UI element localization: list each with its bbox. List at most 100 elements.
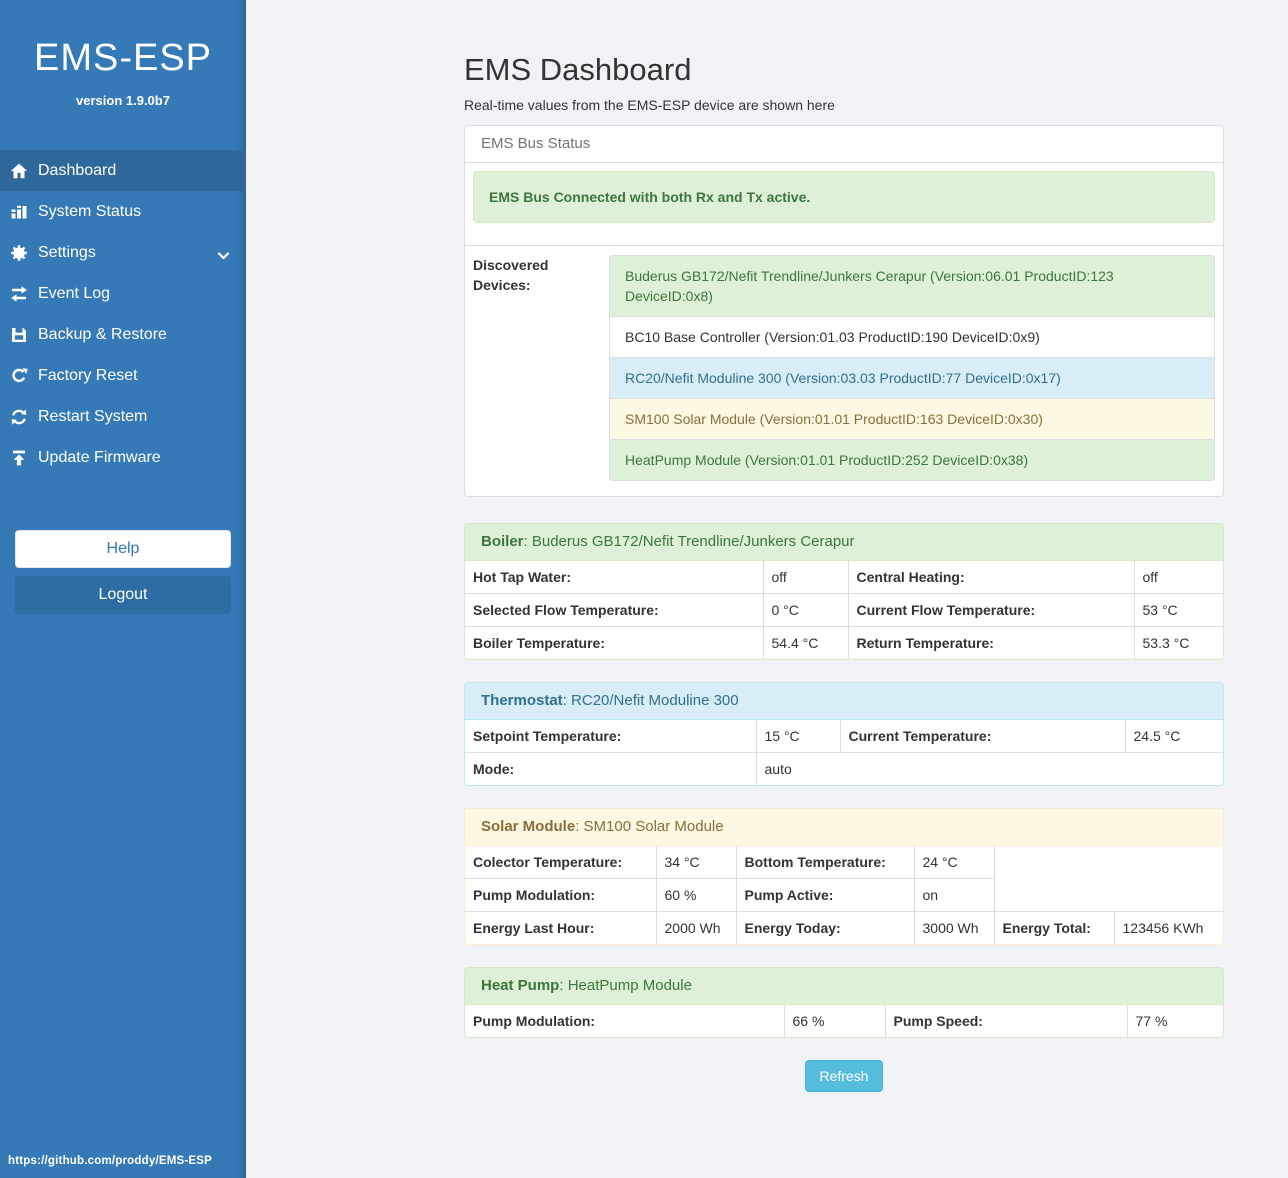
field-value: 60 % — [655, 878, 737, 912]
page-title: EMS Dashboard — [464, 52, 692, 87]
home-icon — [9, 162, 29, 180]
sidebar-item-backup-restore[interactable]: Backup & Restore — [0, 314, 246, 355]
empty-cell — [994, 879, 1223, 912]
brand: EMS-ESP version 1.9.0b7 — [0, 0, 246, 108]
boiler-heading-name: Boiler — [481, 533, 524, 550]
field-label: Energy Total: — [993, 911, 1115, 945]
field-value: 123456 KWh — [1113, 911, 1224, 945]
solar-heading-name: Solar Module — [481, 818, 576, 835]
logout-button[interactable]: Logout — [15, 576, 231, 614]
field-label: Pump Modulation: — [464, 1004, 785, 1038]
chevron-down-icon — [217, 248, 230, 259]
field-label: Energy Last Hour: — [464, 911, 657, 945]
field-label: Boiler Temperature: — [464, 626, 764, 660]
solar-heading: Solar Module: SM100 Solar Module — [465, 809, 1223, 846]
field-value: off — [762, 560, 849, 594]
field-value: 0 °C — [762, 593, 849, 627]
nav-label-system-status: System Status — [38, 202, 142, 220]
bus-status-alert: EMS Bus Connected with both Rx and Tx ac… — [473, 171, 1215, 223]
redo-icon — [9, 367, 29, 385]
field-label: Current Temperature: — [839, 719, 1126, 753]
refresh-row: Refresh — [464, 1060, 1224, 1092]
nav-label-restart-system: Restart System — [38, 407, 148, 425]
field-value: 66 % — [783, 1004, 886, 1038]
heat-pump-heading-name: Heat Pump — [481, 977, 560, 994]
sidebar-item-settings[interactable]: Settings — [0, 232, 246, 273]
app-title: EMS-ESP — [33, 37, 213, 79]
field-label: Pump Speed: — [884, 1004, 1128, 1038]
field-label: Current Flow Temperature: — [847, 593, 1135, 627]
field-value: 15 °C — [755, 719, 841, 753]
field-label: Bottom Temperature: — [735, 845, 915, 879]
boiler-heading: Boiler: Buderus GB172/Nefit Trendline/Ju… — [465, 524, 1223, 561]
field-value: off — [1133, 560, 1224, 594]
device-item-solar: SM100 Solar Module (Version:01.01 Produc… — [609, 398, 1215, 440]
field-label: Mode: — [464, 752, 757, 786]
thermostat-table: Setpoint Temperature: 15 °C Current Temp… — [464, 719, 1224, 786]
sidebar-buttons: Help Logout — [15, 530, 231, 614]
device-item-heatpump: HeatPump Module (Version:01.01 ProductID… — [609, 439, 1215, 481]
sidebar-item-update-firmware[interactable]: Update Firmware — [0, 437, 246, 478]
field-value: 53.3 °C — [1133, 626, 1224, 660]
upload-icon — [9, 449, 29, 467]
field-value: 34 °C — [655, 845, 737, 879]
sidebar-item-restart-system[interactable]: Restart System — [0, 396, 246, 437]
field-value: 2000 Wh — [655, 911, 737, 945]
discovered-devices-label: Discovered Devices: — [465, 245, 609, 496]
heat-pump-heading: Heat Pump: HeatPump Module — [465, 968, 1223, 1005]
device-item-thermostat: RC20/Nefit Moduline 300 (Version:03.03 P… — [609, 357, 1215, 399]
sidebar: EMS-ESP version 1.9.0b7 Dashboard System… — [0, 0, 246, 1178]
field-value: auto — [755, 752, 1224, 786]
field-value: 54.4 °C — [762, 626, 849, 660]
thermostat-panel: Thermostat: RC20/Nefit Moduline 300 Setp… — [464, 682, 1224, 786]
gear-icon — [9, 244, 29, 262]
solar-module-panel: Solar Module: SM100 Solar Module Colecto… — [464, 808, 1224, 945]
nav-label-backup-restore: Backup & Restore — [38, 325, 167, 343]
device-item-controller: BC10 Base Controller (Version:01.03 Prod… — [609, 316, 1215, 358]
field-label: Setpoint Temperature: — [464, 719, 757, 753]
sidebar-item-factory-reset[interactable]: Factory Reset — [0, 355, 246, 396]
thermostat-heading-device: : RC20/Nefit Moduline 300 — [562, 692, 739, 709]
field-value: 77 % — [1126, 1004, 1224, 1038]
chart-icon — [9, 203, 29, 221]
exchange-icon — [9, 285, 29, 303]
boiler-panel: Boiler: Buderus GB172/Nefit Trendline/Ju… — [464, 523, 1224, 660]
app-version: version 1.9.0b7 — [76, 93, 170, 108]
field-label: Pump Active: — [735, 878, 915, 912]
empty-cell — [994, 846, 1223, 879]
field-value: on — [913, 878, 995, 912]
field-value: 53 °C — [1133, 593, 1224, 627]
thermostat-heading: Thermostat: RC20/Nefit Moduline 300 — [465, 683, 1223, 720]
heat-pump-panel: Heat Pump: HeatPump Module Pump Modulati… — [464, 967, 1224, 1038]
field-label: Hot Tap Water: — [464, 560, 764, 594]
nav-label-factory-reset: Factory Reset — [38, 366, 138, 384]
field-value: 24 °C — [913, 845, 995, 879]
field-label: Selected Flow Temperature: — [464, 593, 764, 627]
nav-label-settings: Settings — [38, 243, 96, 261]
boiler-heading-device: : Buderus GB172/Nefit Trendline/Junkers … — [523, 533, 855, 550]
nav-label-event-log: Event Log — [38, 284, 111, 302]
nav-label-update-firmware: Update Firmware — [38, 448, 161, 466]
field-label: Return Temperature: — [847, 626, 1135, 660]
device-list: Buderus GB172/Nefit Trendline/Junkers Ce… — [609, 255, 1215, 481]
ems-bus-status-body: EMS Bus Connected with both Rx and Tx ac… — [465, 163, 1223, 245]
field-value: 24.5 °C — [1124, 719, 1224, 753]
field-label: Pump Modulation: — [464, 878, 657, 912]
field-label: Energy Today: — [735, 911, 915, 945]
boiler-table: Hot Tap Water: off Central Heating: off … — [464, 560, 1224, 660]
field-label: Colector Temperature: — [464, 845, 657, 879]
solar-table: Colector Temperature: 34 °C Bottom Tempe… — [464, 845, 1224, 945]
help-button[interactable]: Help — [15, 530, 231, 568]
ems-bus-status-heading: EMS Bus Status — [465, 126, 1223, 163]
save-icon — [9, 326, 29, 344]
sidebar-item-event-log[interactable]: Event Log — [0, 273, 246, 314]
device-item-boiler: Buderus GB172/Nefit Trendline/Junkers Ce… — [609, 255, 1215, 317]
sidebar-item-dashboard[interactable]: Dashboard — [0, 150, 246, 191]
refresh-button[interactable]: Refresh — [805, 1060, 883, 1092]
heat-pump-table: Pump Modulation: 66 % Pump Speed: 77 % — [464, 1004, 1224, 1038]
page-subtitle: Real-time values from the EMS-ESP device… — [464, 97, 835, 113]
github-link[interactable]: https://github.com/proddy/EMS-ESP — [8, 1155, 213, 1167]
sidebar-nav: Dashboard System Status Settings — [0, 150, 246, 478]
solar-heading-device: : SM100 Solar Module — [575, 818, 724, 835]
sidebar-item-system-status[interactable]: System Status — [0, 191, 246, 232]
